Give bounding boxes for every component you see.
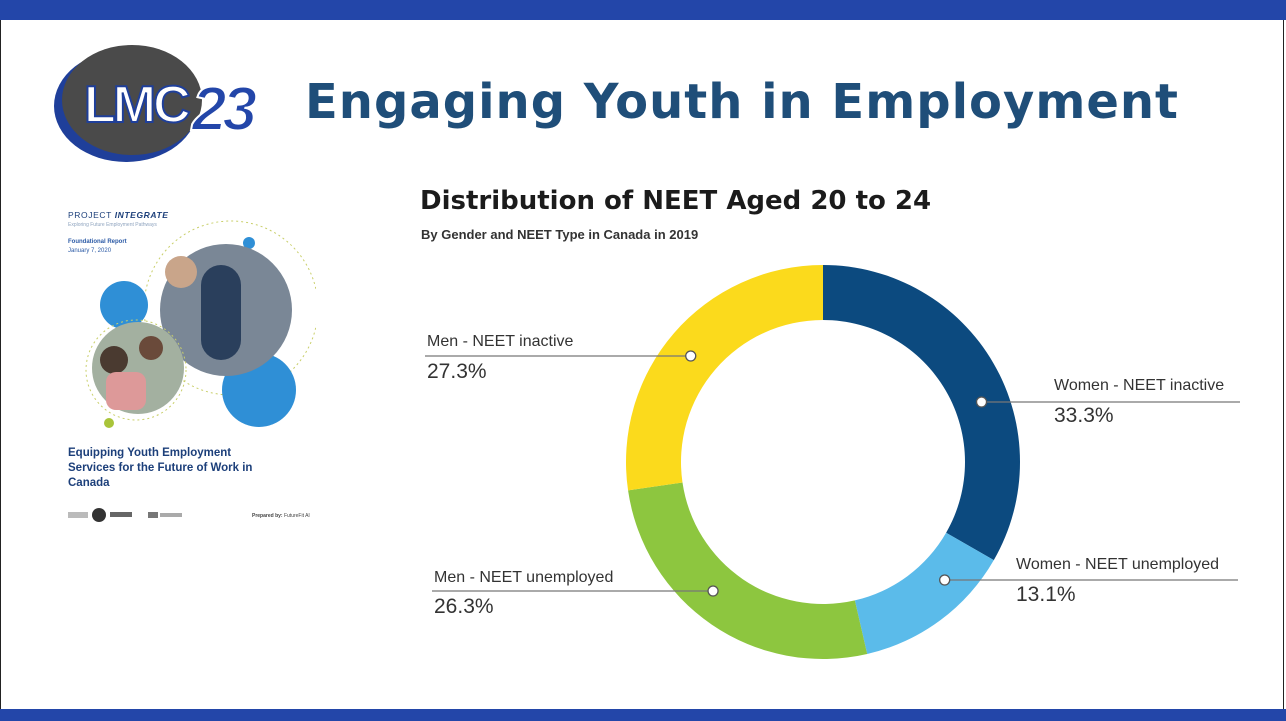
leader-dot-0: [975, 396, 988, 408]
cover-partner-logos: [68, 508, 182, 522]
value-men-unemployed: 26.3%: [434, 595, 494, 618]
leader-dot-2: [707, 585, 719, 597]
cover-project-word: PROJECT: [68, 210, 112, 220]
value-women-inactive: 33.3%: [1054, 404, 1114, 427]
donut-slice-1: [854, 532, 994, 654]
cover-project: PROJECT INTEGRATE: [68, 210, 169, 220]
cover-date: January 7, 2020: [68, 248, 112, 254]
cover-tagline: Exploring Future Employment Pathways: [68, 222, 157, 228]
label-men-unemployed: Men - NEET unemployed: [434, 569, 614, 586]
slide-title: Engaging Youth in Employment: [305, 74, 1179, 130]
cover-project-name: INTEGRATE: [114, 210, 169, 220]
label-women-unemployed: Women - NEET unemployed: [1016, 556, 1220, 573]
value-men-inactive: 27.3%: [427, 360, 487, 383]
top-band: [0, 0, 1286, 20]
value-women-unemployed: 13.1%: [1016, 583, 1076, 606]
logo-text-year: 23: [191, 75, 256, 144]
label-men-inactive: Men - NEET inactive: [427, 333, 574, 350]
chart-title: Distribution of NEET Aged 20 to 24: [420, 186, 932, 216]
donut-slice-0: [823, 265, 1021, 561]
cover-prepared-label: Prepared by:: [252, 513, 283, 519]
label-women-inactive: Women - NEET inactive: [1054, 377, 1225, 394]
cover-prepared: Prepared by: FutureFit AI: [252, 513, 310, 519]
cover-title: Equipping Youth Employment Services for …: [68, 447, 253, 489]
donut-slice-3: [626, 265, 823, 491]
lmc23-logo: LMC 23: [44, 40, 279, 164]
donut-slice-2: [628, 482, 868, 659]
cover-prepared-by: FutureFit AI: [283, 513, 310, 519]
report-cover: PROJECT INTEGRATE Exploring Future Emplo…: [66, 200, 316, 540]
leader-dot-1: [939, 574, 951, 586]
logo-text-lmc: LMC: [84, 76, 190, 134]
leader-dot-3: [685, 350, 697, 362]
cover-report-type: Foundational Report: [68, 239, 127, 245]
bottom-band: [0, 709, 1286, 721]
chart-subtitle: By Gender and NEET Type in Canada in 201…: [421, 227, 699, 242]
cover-photo-collage: [85, 220, 316, 428]
